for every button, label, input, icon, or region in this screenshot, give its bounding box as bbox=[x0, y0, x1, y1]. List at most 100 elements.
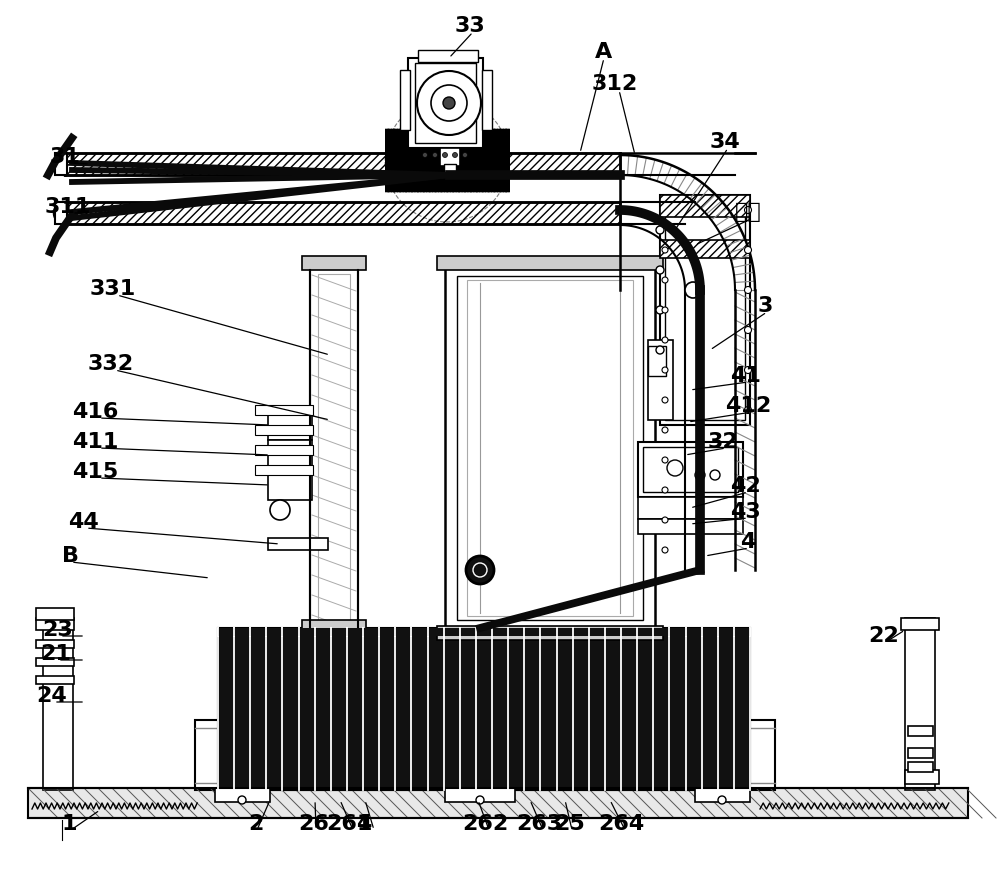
Text: 3: 3 bbox=[758, 296, 773, 316]
Circle shape bbox=[473, 563, 487, 577]
Circle shape bbox=[452, 153, 458, 157]
Text: 22: 22 bbox=[868, 626, 899, 646]
Bar bbox=[55, 153, 67, 175]
Text: 23: 23 bbox=[42, 620, 73, 640]
Circle shape bbox=[431, 85, 467, 121]
Circle shape bbox=[662, 517, 668, 523]
Bar bbox=[36, 658, 74, 666]
Bar bbox=[43, 618, 73, 790]
Text: 25: 25 bbox=[554, 814, 585, 834]
Bar bbox=[444, 164, 456, 174]
Circle shape bbox=[744, 287, 752, 294]
Circle shape bbox=[695, 470, 705, 480]
Bar bbox=[28, 788, 968, 818]
Bar bbox=[255, 445, 313, 455]
Bar bbox=[302, 256, 366, 270]
Text: 412: 412 bbox=[725, 396, 771, 416]
Bar bbox=[638, 519, 743, 534]
Bar bbox=[648, 346, 666, 376]
Bar bbox=[660, 195, 750, 217]
Circle shape bbox=[417, 71, 481, 135]
Bar bbox=[695, 788, 750, 802]
Circle shape bbox=[710, 470, 720, 480]
Bar bbox=[445, 788, 515, 802]
Bar bbox=[255, 425, 313, 435]
Circle shape bbox=[744, 406, 752, 413]
Text: 31: 31 bbox=[50, 147, 81, 167]
Circle shape bbox=[443, 97, 455, 109]
Bar bbox=[400, 70, 410, 130]
Bar bbox=[268, 440, 312, 470]
Bar bbox=[36, 676, 74, 684]
Circle shape bbox=[662, 427, 668, 433]
Text: 2: 2 bbox=[248, 814, 263, 834]
Bar bbox=[901, 618, 939, 630]
Bar bbox=[665, 200, 745, 420]
Text: 331: 331 bbox=[90, 279, 136, 299]
Bar bbox=[36, 618, 74, 630]
Text: 262: 262 bbox=[462, 814, 508, 834]
Circle shape bbox=[667, 460, 683, 476]
Circle shape bbox=[662, 307, 668, 313]
Circle shape bbox=[662, 337, 668, 343]
Bar bbox=[638, 497, 743, 519]
Text: 263: 263 bbox=[516, 814, 562, 834]
Bar bbox=[437, 256, 663, 270]
Bar bbox=[310, 268, 358, 628]
Circle shape bbox=[656, 306, 664, 314]
Bar bbox=[445, 268, 655, 628]
Circle shape bbox=[476, 796, 484, 804]
Circle shape bbox=[744, 327, 752, 333]
Circle shape bbox=[744, 366, 752, 373]
Text: 34: 34 bbox=[710, 132, 741, 152]
Circle shape bbox=[656, 226, 664, 234]
Text: 4: 4 bbox=[740, 532, 755, 552]
Text: 312: 312 bbox=[592, 74, 638, 94]
Bar bbox=[415, 63, 476, 143]
Bar bbox=[255, 405, 313, 415]
Text: 32: 32 bbox=[708, 432, 739, 452]
Bar bbox=[905, 618, 935, 790]
Circle shape bbox=[238, 796, 246, 804]
Circle shape bbox=[462, 153, 468, 157]
Bar bbox=[437, 626, 663, 640]
Circle shape bbox=[685, 282, 701, 298]
Circle shape bbox=[422, 153, 428, 157]
Circle shape bbox=[718, 796, 726, 804]
Text: 311: 311 bbox=[45, 197, 91, 217]
Bar bbox=[648, 340, 673, 420]
Text: 1: 1 bbox=[62, 814, 78, 834]
Circle shape bbox=[466, 556, 494, 584]
Bar bbox=[318, 274, 350, 624]
Circle shape bbox=[662, 277, 668, 283]
Bar bbox=[268, 470, 312, 500]
Bar bbox=[638, 442, 743, 497]
Text: 332: 332 bbox=[88, 354, 134, 374]
Text: 43: 43 bbox=[730, 502, 761, 522]
Text: 42: 42 bbox=[730, 476, 761, 496]
Text: 261: 261 bbox=[326, 814, 372, 834]
Text: 44: 44 bbox=[68, 512, 99, 532]
Circle shape bbox=[662, 547, 668, 553]
Bar bbox=[905, 770, 939, 784]
Text: 416: 416 bbox=[72, 402, 118, 422]
Text: 4: 4 bbox=[356, 814, 371, 834]
Bar bbox=[36, 640, 74, 648]
Text: 26: 26 bbox=[298, 814, 329, 834]
Circle shape bbox=[442, 153, 448, 157]
Bar bbox=[457, 276, 643, 620]
Bar bbox=[908, 726, 933, 736]
Bar bbox=[255, 465, 313, 475]
Circle shape bbox=[662, 247, 668, 253]
Circle shape bbox=[270, 500, 290, 520]
Circle shape bbox=[744, 206, 752, 213]
Circle shape bbox=[432, 153, 438, 157]
Text: 24: 24 bbox=[36, 686, 67, 706]
Bar bbox=[440, 148, 460, 166]
Text: A: A bbox=[595, 42, 612, 62]
Bar bbox=[268, 410, 312, 440]
Circle shape bbox=[662, 397, 668, 403]
Bar bbox=[215, 788, 270, 802]
Bar bbox=[643, 447, 738, 492]
Bar bbox=[302, 620, 366, 634]
